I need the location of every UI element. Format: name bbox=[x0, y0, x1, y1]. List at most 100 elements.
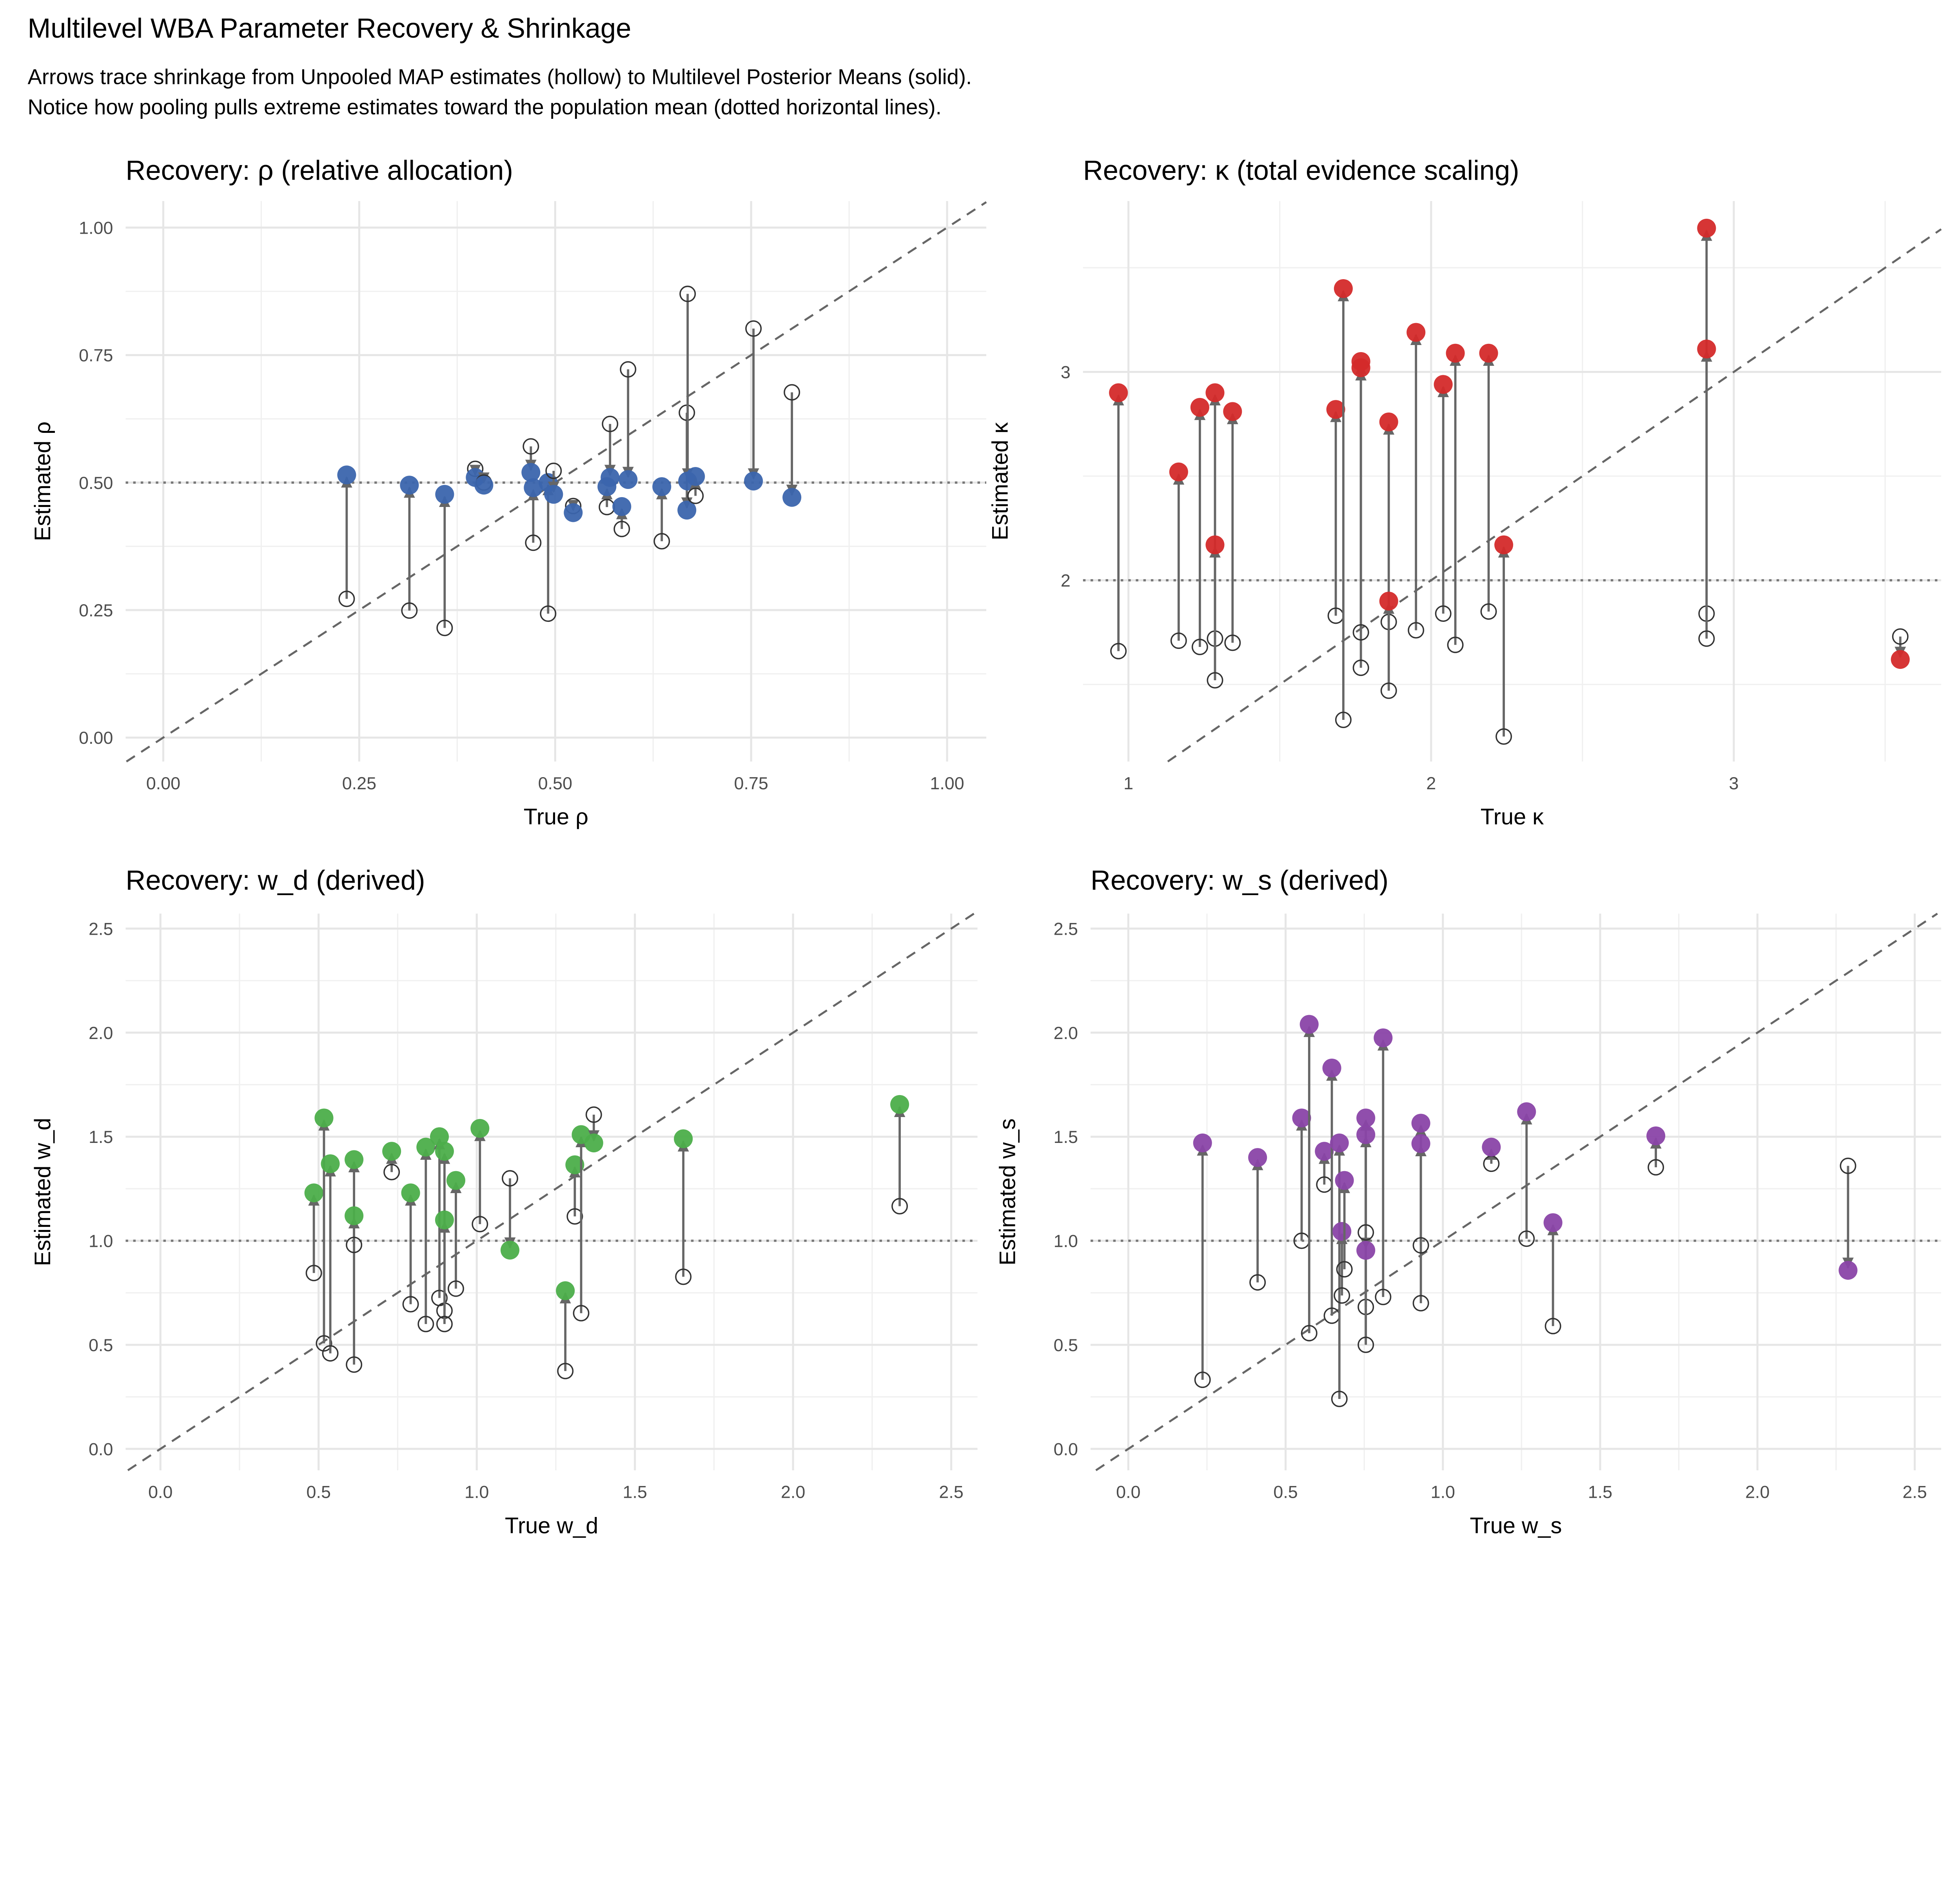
unpooled-point bbox=[436, 1315, 453, 1332]
unpooled-point bbox=[675, 1268, 692, 1285]
unpooled-point bbox=[745, 320, 762, 337]
pooled-point bbox=[304, 1183, 323, 1203]
x-axis-title: True ρ bbox=[524, 805, 588, 830]
pooled-point bbox=[1356, 1241, 1376, 1260]
unpooled-point bbox=[1698, 630, 1715, 647]
pooled-point bbox=[1838, 1261, 1858, 1280]
panel-rho: 0.00 0.25 0.50 0.75 1.00 0.00 0.25 0.50 0.75 1.00… bbox=[30, 154, 987, 830]
pooled-point bbox=[564, 503, 583, 522]
panel-title: Recovery: w_s (derived) bbox=[1091, 865, 1388, 896]
unpooled-point bbox=[1518, 1230, 1535, 1247]
unpooled-point bbox=[383, 1164, 400, 1181]
pooled-point bbox=[674, 1129, 693, 1148]
pooled-point bbox=[1332, 1222, 1352, 1241]
unpooled-point bbox=[602, 416, 619, 432]
pooled-point bbox=[400, 476, 419, 495]
unpooled-point bbox=[1352, 659, 1369, 676]
pooled-point bbox=[1223, 402, 1242, 421]
panel-title: Recovery: w_d (derived) bbox=[126, 865, 425, 896]
pooled-point bbox=[890, 1095, 909, 1114]
pooled-point bbox=[1299, 1015, 1319, 1034]
pooled-point bbox=[1517, 1102, 1536, 1121]
pooled-point bbox=[1697, 218, 1716, 238]
x-tick-label: 2.0 bbox=[781, 1482, 805, 1502]
x-axis-title: True w_d bbox=[505, 1513, 598, 1538]
pooled-point bbox=[401, 1183, 420, 1203]
unpooled-point bbox=[687, 487, 704, 504]
panel-title: Recovery: ρ (relative allocation) bbox=[126, 154, 513, 185]
unpooled-point bbox=[1375, 1288, 1392, 1305]
unpooled-point bbox=[1194, 1372, 1211, 1388]
pooled-point bbox=[1356, 1125, 1376, 1144]
y-axis-title: Estimated ρ bbox=[30, 421, 55, 541]
pooled-point bbox=[1248, 1148, 1267, 1167]
x-tick-label: 0.00 bbox=[146, 773, 180, 793]
y-tick-label: 1.0 bbox=[89, 1231, 113, 1251]
pooled-point bbox=[1543, 1213, 1563, 1232]
pooled-point bbox=[1697, 340, 1716, 359]
x-tick-label: 0.0 bbox=[148, 1482, 172, 1502]
x-tick-label: 1 bbox=[1123, 773, 1133, 793]
unpooled-point bbox=[1249, 1274, 1266, 1291]
pooled-point bbox=[345, 1150, 364, 1169]
x-tick-label: 1.5 bbox=[622, 1482, 647, 1502]
pooled-point bbox=[1411, 1114, 1430, 1133]
y-tick-label: 0.5 bbox=[1054, 1335, 1078, 1355]
unpooled-point bbox=[1352, 624, 1369, 641]
figure-subtitle-line-1: Arrows trace shrinkage from Unpooled MAP… bbox=[28, 65, 972, 89]
x-tick-label: 0.75 bbox=[734, 773, 768, 793]
pooled-point bbox=[435, 1210, 454, 1230]
pooled-point bbox=[446, 1171, 465, 1190]
unpooled-point bbox=[1412, 1237, 1429, 1254]
x-axis-title: True κ bbox=[1481, 805, 1544, 830]
pooled-point bbox=[1446, 343, 1465, 363]
pooled-point bbox=[1169, 462, 1188, 481]
unpooled-point bbox=[525, 534, 542, 551]
pooled-point bbox=[524, 478, 543, 497]
pooled-point bbox=[416, 1137, 436, 1157]
pooled-point bbox=[1335, 1171, 1354, 1190]
y-tick-label: 2.0 bbox=[1054, 1023, 1078, 1043]
unpooled-point bbox=[540, 605, 557, 622]
x-tick-label: 1.00 bbox=[930, 773, 964, 793]
y-tick-label: 2.5 bbox=[1054, 919, 1078, 939]
unpooled-point bbox=[620, 361, 637, 378]
pooled-point bbox=[1379, 592, 1398, 611]
y-tick-label: 0.00 bbox=[79, 728, 113, 748]
panel-kappa: 1 2 3 2 3 Recovery: κ (total evidence scaling… bbox=[988, 154, 1942, 830]
panel-w-s: 0.0 0.5 1.0 1.5 2.0 2.5 0.0 0.5 1.0 1.5 2.0 2.5 Reco… bbox=[995, 865, 1941, 1538]
x-tick-label: 1.5 bbox=[1588, 1482, 1612, 1502]
unpooled-point bbox=[1331, 1390, 1348, 1407]
pooled-point bbox=[1374, 1028, 1393, 1048]
unpooled-point bbox=[436, 619, 453, 636]
pooled-point bbox=[321, 1154, 340, 1174]
pooled-point bbox=[1356, 1108, 1376, 1128]
pooled-point bbox=[337, 465, 356, 485]
y-tick-label: 0.75 bbox=[79, 345, 113, 365]
unpooled-point bbox=[523, 438, 539, 455]
y-tick-label: 2.5 bbox=[89, 919, 113, 939]
figure-title: Multilevel WBA Parameter Recovery & Shri… bbox=[28, 13, 632, 44]
pooled-point bbox=[500, 1241, 519, 1260]
x-axis-title: True w_s bbox=[1470, 1513, 1562, 1538]
pooled-point bbox=[1292, 1108, 1311, 1128]
y-tick-label: 0.0 bbox=[89, 1439, 113, 1459]
pooled-point bbox=[1326, 400, 1345, 419]
figure-subtitle-line-2: Notice how pooling pulls extreme estimat… bbox=[28, 95, 942, 119]
y-tick-label: 0.25 bbox=[79, 600, 113, 620]
pooled-point bbox=[565, 1155, 584, 1174]
x-tick-label: 0.50 bbox=[538, 773, 572, 793]
unpooled-point bbox=[891, 1198, 908, 1215]
unpooled-point bbox=[1207, 672, 1223, 689]
unpooled-point bbox=[338, 590, 355, 607]
unpooled-point bbox=[1544, 1318, 1561, 1335]
unpooled-point bbox=[501, 1170, 518, 1187]
unpooled-point bbox=[1447, 636, 1464, 653]
pooled-point bbox=[677, 501, 697, 520]
pooled-point bbox=[1322, 1058, 1341, 1078]
pooled-point bbox=[1379, 412, 1398, 432]
identity-line bbox=[127, 912, 975, 1471]
y-tick-label: 0.0 bbox=[1054, 1439, 1078, 1459]
pooled-point bbox=[1891, 650, 1910, 669]
x-tick-label: 3 bbox=[1729, 773, 1739, 793]
